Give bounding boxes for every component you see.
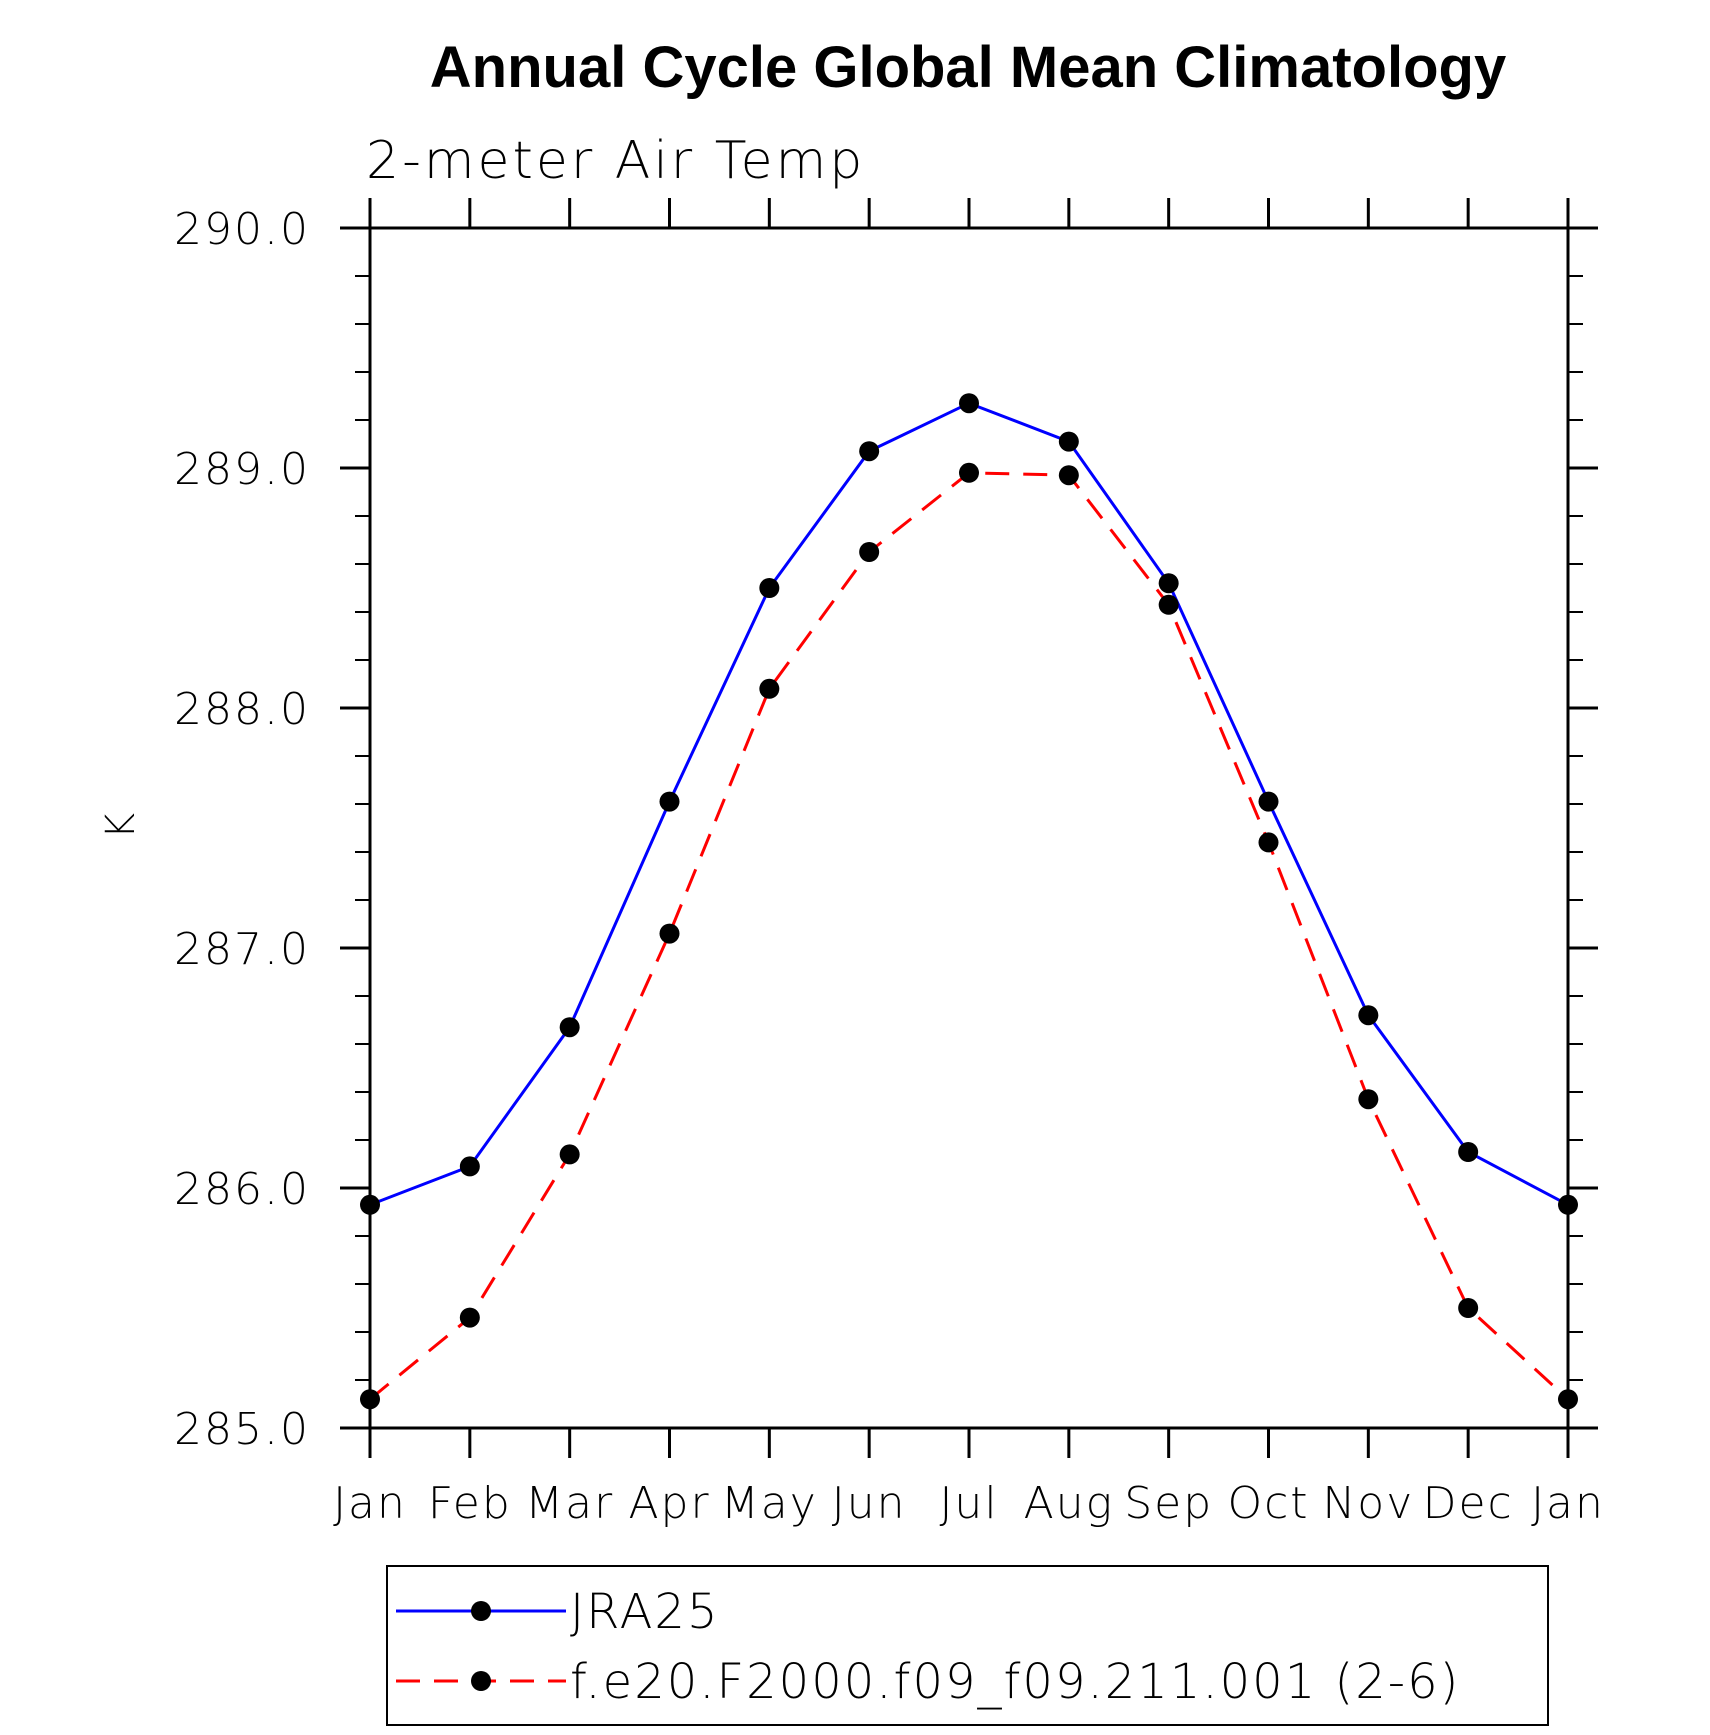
x-tick-label: Jun [832,1478,907,1529]
x-tick-label: Nov [1322,1478,1414,1529]
x-tick-label: Jul [939,1478,998,1529]
x-tick-label: Dec [1423,1478,1514,1529]
legend-marker-0 [471,1601,491,1621]
legend: JRA25 f.e20.F2000.f09_f09.211.001 (2-6) [386,1565,1549,1726]
series-0-point [1458,1142,1479,1162]
series-0-point [959,393,979,414]
series-0-point [659,791,680,812]
series-0-point [559,1017,580,1038]
x-tick-label: Aug [1024,1478,1114,1529]
x-tick-label: Jan [333,1478,407,1529]
legend-label-1: f.e20.F2000.f09_f09.211.001 (2-6) [570,1654,1460,1710]
series-1-point [1558,1389,1578,1410]
y-tick-label: 285.0 [174,1404,310,1455]
series-1-point [659,923,680,944]
y-tick-label: 288.0 [174,684,310,735]
chart-subtitle: 2-meter Air Temp [366,131,865,191]
y-tick-label: 289.0 [174,444,310,495]
y-axis-label: K [98,813,144,839]
y-tick-label: 287.0 [174,924,310,975]
series-1-point [1158,594,1179,615]
series-0-point [1258,791,1279,812]
series-0-point [859,441,880,462]
x-tick-label: Apr [628,1478,710,1529]
series-1-point [759,678,780,699]
series-0-point [1358,1005,1379,1026]
series-1-point [360,1389,380,1410]
series-0-point [360,1194,380,1215]
series-0-point [759,578,780,598]
x-tick-label: Feb [428,1478,512,1529]
series-1-point [1058,465,1079,486]
y-tick-label: 290.0 [174,204,310,255]
series-0-point [1058,431,1079,452]
plot-area [360,393,1578,1410]
x-tick-label: Mar [525,1478,614,1529]
series-1-point [1458,1298,1479,1318]
x-tick-label: Jan [1531,1478,1605,1529]
legend-label-0: JRA25 [570,1584,719,1640]
series-1-point [959,462,979,483]
series-line-1 [369,471,1570,1401]
legend-box [386,1565,1549,1726]
x-tick-label: May [721,1478,818,1529]
axes: Jan Feb Mar Apr May Jun Jul Aug Sep Oct Nov Dec Jan 2… [174,198,1605,1529]
series-1-point [559,1144,580,1165]
series-1-point [1358,1089,1379,1110]
x-tick-label: Sep [1124,1478,1213,1529]
series-1-point [459,1307,480,1328]
y-tick-label: 286.0 [174,1164,310,1215]
x-tick-label: Oct [1227,1478,1309,1529]
series-0-point [459,1156,480,1177]
chart-title: Annual Cycle Global Mean Climatology [430,35,1506,100]
legend-marker-1 [471,1671,491,1691]
series-0-point [1158,573,1179,594]
series-1-point [1258,832,1279,853]
series-line-0 [369,401,1569,1207]
series-1-point [859,542,880,562]
series-0-point [1558,1194,1578,1215]
